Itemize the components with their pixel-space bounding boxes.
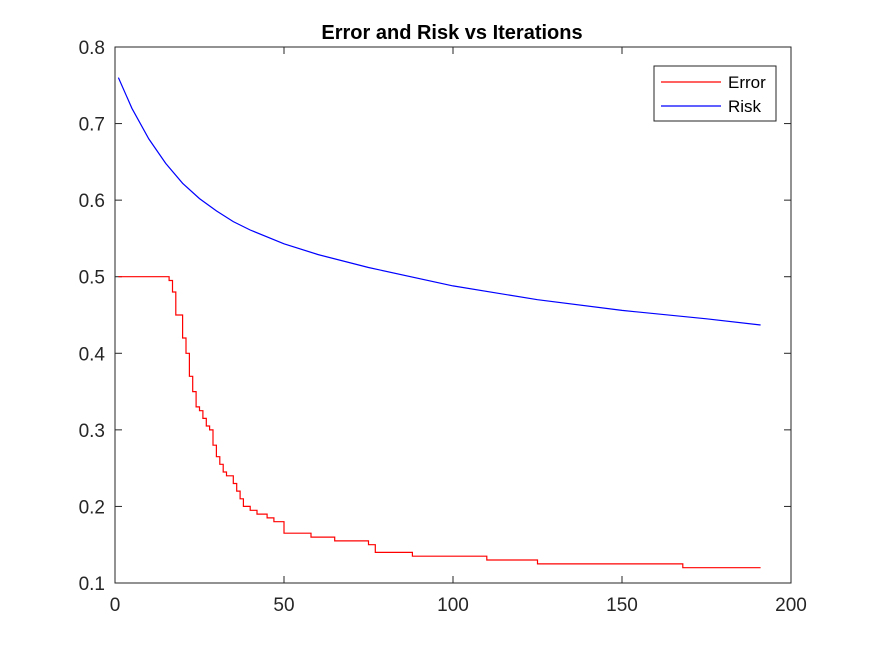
x-tick-label: 0 [110,595,121,616]
x-tick-label: 100 [437,595,469,616]
y-tick-label: 0.5 [79,268,105,289]
x-tick-label: 150 [606,595,638,616]
x-tick-label: 50 [273,595,294,616]
y-tick-label: 0.1 [79,574,105,595]
y-tick-label: 0.6 [79,191,105,212]
axis-ticks: 0 50 100 150 200 0.1 0.2 0.3 0.4 0.5 0.6 0.7 0.8 [79,38,807,616]
chart-title: Error and Risk vs Iterations [321,22,582,44]
y-tick-label: 0.4 [79,344,106,365]
legend-label-error: Error [728,73,766,92]
series-layer [117,77,761,569]
y-tick-label: 0.2 [79,497,105,518]
series-line-risk [117,77,761,326]
y-tick-label: 0.8 [79,38,105,59]
legend: Error Risk [653,65,777,122]
x-tick-label: 200 [775,595,807,616]
legend-box [653,65,777,122]
plot-area [114,46,792,584]
legend-label-risk: Risk [728,97,762,116]
series-line-error [118,276,761,569]
y-tick-label: 0.7 [79,115,105,136]
y-tick-label: 0.3 [79,421,105,442]
